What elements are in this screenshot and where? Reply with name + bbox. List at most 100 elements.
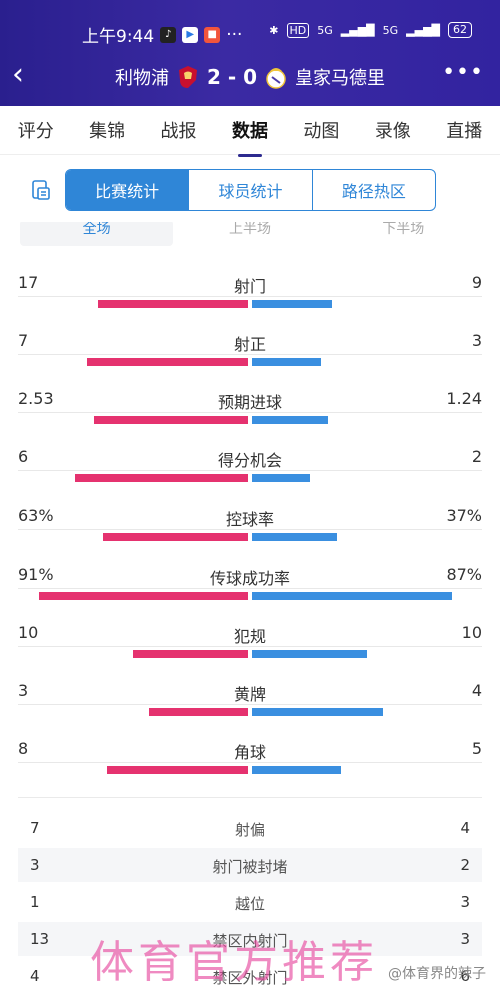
period-first-half[interactable]: 上半场 bbox=[228, 222, 271, 237]
signal-icon: ▂▄▆█ bbox=[406, 23, 440, 37]
real-madrid-crest-icon bbox=[266, 68, 286, 89]
stats-segment-row: 比赛统计 球员统计 路径热区 bbox=[0, 169, 500, 211]
tab-highlights[interactable]: 集锦 bbox=[89, 121, 126, 142]
tab-replay[interactable]: 录像 bbox=[374, 121, 411, 142]
camera-app-icon: ■ bbox=[204, 26, 221, 43]
other-stat-row: 7 射偏 4 bbox=[18, 811, 482, 845]
match-score: 2 - 0 bbox=[206, 65, 258, 89]
stat-label: 控球率 bbox=[225, 510, 274, 529]
stat-home-value: 17 bbox=[18, 273, 39, 292]
signal-2-label: 5G bbox=[382, 23, 399, 37]
stat-row: 17 射门 9 bbox=[0, 273, 500, 331]
other-stat-home: 13 bbox=[30, 930, 50, 948]
stat-away-bar bbox=[252, 766, 341, 774]
other-stat-home: 4 bbox=[30, 967, 40, 985]
watermark-text: 体育官方推荐 bbox=[90, 937, 378, 988]
stat-home-value: 8 bbox=[18, 739, 29, 758]
stat-track bbox=[18, 412, 482, 413]
top-header: 上午9:44 ♪ ▶ ■ ··· ✱ HD 5G ▂▄▆█ 5G ▂▄▆█ 62… bbox=[0, 0, 500, 106]
stat-home-bar bbox=[149, 708, 248, 716]
status-more: ··· bbox=[226, 24, 243, 45]
stat-label: 预期进球 bbox=[217, 393, 282, 412]
stat-home-value: 91% bbox=[18, 565, 54, 584]
stat-track bbox=[18, 470, 482, 471]
stat-home-value: 3 bbox=[18, 681, 29, 700]
status-bar-left: 上午9:44 ♪ ▶ ■ ··· bbox=[82, 22, 243, 48]
section-divider bbox=[18, 797, 482, 798]
stat-row: 6 得分机会 2 bbox=[0, 447, 500, 505]
away-team-name: 皇家马德里 bbox=[295, 68, 386, 89]
stat-row: 91% 传球成功率 87% bbox=[0, 565, 500, 623]
tab-live[interactable]: 直播 bbox=[446, 121, 483, 142]
stat-away-value: 5 bbox=[471, 739, 482, 758]
scroll-cover bbox=[0, 211, 500, 220]
home-team-name: 利物浦 bbox=[114, 68, 169, 89]
tiktok-icon: ♪ bbox=[160, 26, 177, 43]
other-stat-home: 3 bbox=[30, 856, 40, 874]
match-title: 利物浦 2 - 0 皇家马德里 bbox=[0, 64, 500, 90]
stat-row: 8 角球 5 bbox=[0, 739, 500, 797]
stat-away-value: 4 bbox=[471, 681, 482, 700]
stat-track bbox=[18, 762, 482, 763]
stat-track bbox=[18, 529, 482, 530]
stat-away-bar bbox=[252, 474, 310, 482]
other-stat-row: 1 越位 3 bbox=[18, 885, 482, 919]
stat-label: 犯规 bbox=[233, 627, 266, 646]
stat-home-bar bbox=[87, 358, 248, 366]
more-menu-icon[interactable]: ••• bbox=[442, 60, 484, 85]
other-stat-label: 禁区内射门 bbox=[212, 932, 288, 950]
stat-track bbox=[18, 588, 482, 589]
other-stat-home: 1 bbox=[30, 893, 40, 911]
segment-match-stats[interactable]: 比赛统计 bbox=[66, 170, 189, 210]
stat-label: 传球成功率 bbox=[209, 569, 290, 588]
stat-away-value: 1.24 bbox=[446, 389, 482, 408]
stat-home-bar bbox=[98, 300, 248, 308]
tab-report[interactable]: 战报 bbox=[160, 121, 197, 142]
signal-icon: ▂▄▆█ bbox=[340, 23, 375, 37]
stat-away-value: 2 bbox=[471, 447, 482, 466]
other-stat-label: 射偏 bbox=[234, 821, 265, 839]
segment-heatmap[interactable]: 路径热区 bbox=[311, 170, 435, 210]
stat-track bbox=[18, 296, 482, 297]
segment-player-stats[interactable]: 球员统计 bbox=[188, 170, 311, 210]
stat-home-value: 7 bbox=[18, 331, 29, 350]
stat-track bbox=[18, 646, 482, 647]
stat-row: 3 黄牌 4 bbox=[0, 681, 500, 739]
stat-home-bar bbox=[133, 650, 248, 658]
data-sheet-icon[interactable] bbox=[30, 179, 52, 201]
stat-away-value: 3 bbox=[471, 331, 482, 350]
other-stat-row: 4 禁区外射门 6 bbox=[18, 959, 482, 993]
stat-home-bar bbox=[75, 474, 248, 482]
battery-icon: 62 bbox=[448, 22, 472, 38]
stat-row: 63% 控球率 37% bbox=[0, 506, 500, 564]
stat-away-bar bbox=[252, 592, 452, 600]
stat-away-bar bbox=[252, 650, 367, 658]
tab-rating[interactable]: 评分 bbox=[17, 121, 54, 142]
other-stat-away: 2 bbox=[460, 856, 470, 874]
stat-row: 2.53 预期进球 1.24 bbox=[0, 389, 500, 447]
stat-away-value: 9 bbox=[471, 273, 482, 292]
stat-away-bar bbox=[252, 358, 321, 366]
stat-label: 射门 bbox=[233, 277, 266, 296]
stat-label: 射正 bbox=[233, 335, 266, 354]
bluetooth-icon: ✱ bbox=[269, 23, 279, 37]
other-stat-home: 7 bbox=[30, 819, 40, 837]
period-second-half[interactable]: 下半场 bbox=[382, 222, 425, 237]
stat-home-value: 10 bbox=[18, 623, 39, 642]
back-arrow-icon[interactable]: ‹ bbox=[12, 57, 24, 92]
stat-home-value: 63% bbox=[18, 506, 54, 525]
stat-track bbox=[18, 354, 482, 355]
other-stat-away: 3 bbox=[460, 893, 470, 911]
other-stat-label: 越位 bbox=[234, 895, 265, 913]
stat-label: 得分机会 bbox=[217, 451, 282, 470]
hd-icon: HD bbox=[286, 22, 310, 38]
tab-gifs[interactable]: 动图 bbox=[303, 121, 340, 142]
status-time: 上午9:44 bbox=[82, 27, 155, 47]
tab-data[interactable]: 数据 bbox=[230, 117, 270, 143]
stat-home-bar bbox=[39, 592, 248, 600]
status-bar-right: ✱ HD 5G ▂▄▆█ 5G ▂▄▆█ 62 bbox=[269, 22, 472, 38]
other-stat-label: 射门被封堵 bbox=[212, 858, 288, 876]
period-full[interactable]: 全场 bbox=[20, 222, 174, 246]
stats-segment-control: 比赛统计 球员统计 路径热区 bbox=[65, 169, 436, 211]
signal-1-label: 5G bbox=[317, 23, 333, 37]
